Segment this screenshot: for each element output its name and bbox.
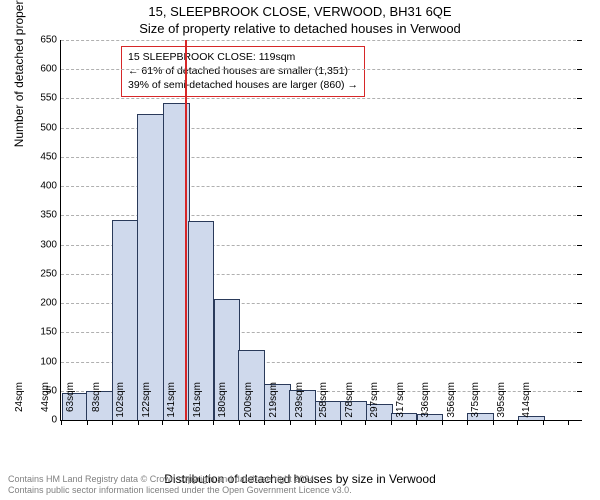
x-tick-label: 297sqm	[369, 382, 380, 432]
y-tick-mark	[577, 274, 582, 275]
x-tick-label: 375sqm	[470, 382, 481, 432]
histogram-bar	[137, 114, 164, 420]
y-tick-mark	[577, 69, 582, 70]
x-tick-label: 24sqm	[14, 382, 25, 432]
x-tick-label: 336sqm	[420, 382, 431, 432]
x-tick-mark	[213, 420, 214, 425]
x-tick-label: 219sqm	[268, 382, 279, 432]
x-tick-mark	[290, 420, 291, 425]
y-tick-mark	[577, 98, 582, 99]
y-tick-mark	[577, 128, 582, 129]
histogram-chart: 15 SLEEPBROOK CLOSE: 119sqm ← 61% of det…	[60, 40, 581, 421]
x-tick-mark	[493, 420, 494, 425]
y-tick-mark	[577, 391, 582, 392]
x-tick-label: 200sqm	[243, 382, 254, 432]
x-tick-label: 180sqm	[217, 382, 228, 432]
grid-line	[61, 40, 581, 41]
x-tick-label: 122sqm	[141, 382, 152, 432]
annotation-line-1: 15 SLEEPBROOK CLOSE: 119sqm	[128, 50, 358, 64]
page-title-line2: Size of property relative to detached ho…	[0, 19, 600, 36]
x-tick-mark	[87, 420, 88, 425]
x-tick-mark	[365, 420, 366, 425]
x-tick-mark	[543, 420, 544, 425]
y-tick-label: 250	[40, 268, 57, 279]
x-tick-label: 161sqm	[192, 382, 203, 432]
y-tick-label: 300	[40, 239, 57, 250]
grid-line	[61, 98, 581, 99]
y-tick-label: 200	[40, 298, 57, 309]
x-tick-mark	[467, 420, 468, 425]
x-tick-label: 44sqm	[40, 382, 51, 432]
footer-attribution: Contains HM Land Registry data © Crown c…	[8, 474, 352, 496]
y-tick-mark	[577, 245, 582, 246]
x-tick-label: 317sqm	[395, 382, 406, 432]
x-tick-label: 356sqm	[446, 382, 457, 432]
y-tick-mark	[577, 186, 582, 187]
x-tick-mark	[517, 420, 518, 425]
footer-line-1: Contains HM Land Registry data © Crown c…	[8, 474, 352, 485]
y-tick-label: 450	[40, 151, 57, 162]
x-tick-label: 239sqm	[294, 382, 305, 432]
x-tick-mark	[568, 420, 569, 425]
y-tick-label: 350	[40, 210, 57, 221]
x-tick-label: 63sqm	[65, 382, 76, 432]
x-tick-mark	[416, 420, 417, 425]
x-tick-mark	[442, 420, 443, 425]
x-tick-mark	[188, 420, 189, 425]
x-tick-mark	[112, 420, 113, 425]
y-tick-label: 400	[40, 181, 57, 192]
footer-line-2: Contains public sector information licen…	[8, 485, 352, 496]
x-tick-mark	[391, 420, 392, 425]
y-axis-label: Number of detached properties	[12, 0, 26, 147]
annotation-box: 15 SLEEPBROOK CLOSE: 119sqm ← 61% of det…	[121, 46, 365, 97]
x-tick-label: 278sqm	[344, 382, 355, 432]
x-tick-mark	[264, 420, 265, 425]
y-tick-mark	[577, 215, 582, 216]
y-tick-mark	[577, 420, 582, 421]
y-tick-label: 100	[40, 356, 57, 367]
x-tick-label: 414sqm	[521, 382, 532, 432]
x-tick-label: 83sqm	[91, 382, 102, 432]
x-tick-label: 395sqm	[496, 382, 507, 432]
y-tick-label: 600	[40, 64, 57, 75]
y-tick-mark	[577, 362, 582, 363]
x-tick-label: 141sqm	[166, 382, 177, 432]
y-tick-label: 150	[40, 327, 57, 338]
y-tick-label: 500	[40, 122, 57, 133]
page-title-line1: 15, SLEEPBROOK CLOSE, VERWOOD, BH31 6QE	[0, 0, 600, 19]
x-tick-mark	[341, 420, 342, 425]
x-tick-mark	[239, 420, 240, 425]
y-tick-mark	[577, 40, 582, 41]
annotation-line-3: 39% of semi-detached houses are larger (…	[128, 78, 358, 92]
x-tick-mark	[61, 420, 62, 425]
x-tick-mark	[315, 420, 316, 425]
y-tick-label: 650	[40, 35, 57, 46]
x-tick-mark	[138, 420, 139, 425]
y-tick-label: 550	[40, 93, 57, 104]
y-tick-mark	[577, 332, 582, 333]
y-tick-mark	[577, 303, 582, 304]
annotation-line-2: ← 61% of detached houses are smaller (1,…	[128, 64, 358, 78]
x-tick-mark	[162, 420, 163, 425]
y-tick-label: 0	[51, 415, 57, 426]
grid-line	[61, 69, 581, 70]
x-tick-label: 102sqm	[115, 382, 126, 432]
property-marker-line	[185, 40, 187, 420]
x-tick-label: 258sqm	[318, 382, 329, 432]
y-tick-mark	[577, 157, 582, 158]
